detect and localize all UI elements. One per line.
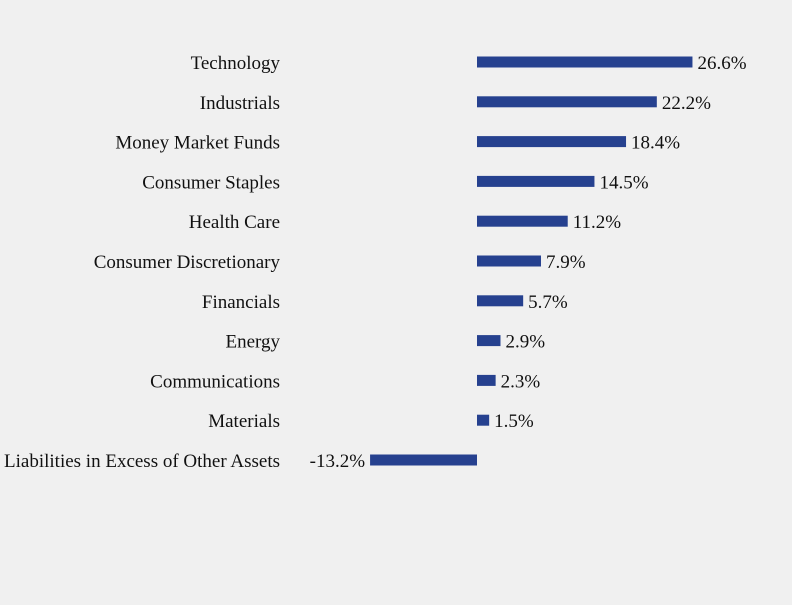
value-label: 14.5%	[599, 172, 648, 193]
bars	[370, 56, 693, 466]
bar	[477, 374, 496, 386]
category-label: Materials	[208, 411, 280, 432]
value-label: 22.2%	[662, 93, 711, 114]
bar	[477, 136, 627, 148]
bar	[477, 175, 595, 187]
category-label: Financials	[202, 292, 280, 313]
value-label: 2.9%	[505, 332, 545, 353]
category-label: Energy	[225, 332, 280, 353]
category-label: Consumer Staples	[142, 172, 280, 193]
category-label: Health Care	[189, 212, 280, 233]
value-label: 1.5%	[494, 411, 534, 432]
bar	[477, 414, 490, 426]
category-label: Money Market Funds	[115, 133, 280, 154]
bar	[477, 215, 568, 227]
category-labels: Technology Industrials Money Market Funds C…	[4, 53, 280, 472]
bar	[477, 255, 541, 267]
value-label: 18.4%	[631, 133, 680, 154]
value-label: 26.6%	[697, 53, 746, 74]
bar	[477, 335, 501, 347]
bar	[477, 56, 693, 68]
value-label: 7.9%	[546, 252, 586, 273]
value-label: 11.2%	[573, 212, 622, 233]
value-label: 5.7%	[528, 292, 568, 313]
bar	[477, 295, 524, 307]
bar	[370, 454, 477, 466]
category-label: Industrials	[200, 93, 280, 114]
category-label: Communications	[150, 371, 280, 392]
category-label: Consumer Discretionary	[94, 252, 281, 273]
category-label: Technology	[191, 53, 281, 74]
bar	[477, 96, 657, 108]
value-label: 2.3%	[501, 371, 541, 392]
value-labels: 26.6% 22.2% 18.4% 14.5% 11.2% 7.9% 5.7% 2.9% 2.3…	[310, 53, 747, 472]
value-label: -13.2%	[310, 451, 366, 472]
category-label: Liabilities in Excess of Other Assets	[4, 451, 280, 472]
